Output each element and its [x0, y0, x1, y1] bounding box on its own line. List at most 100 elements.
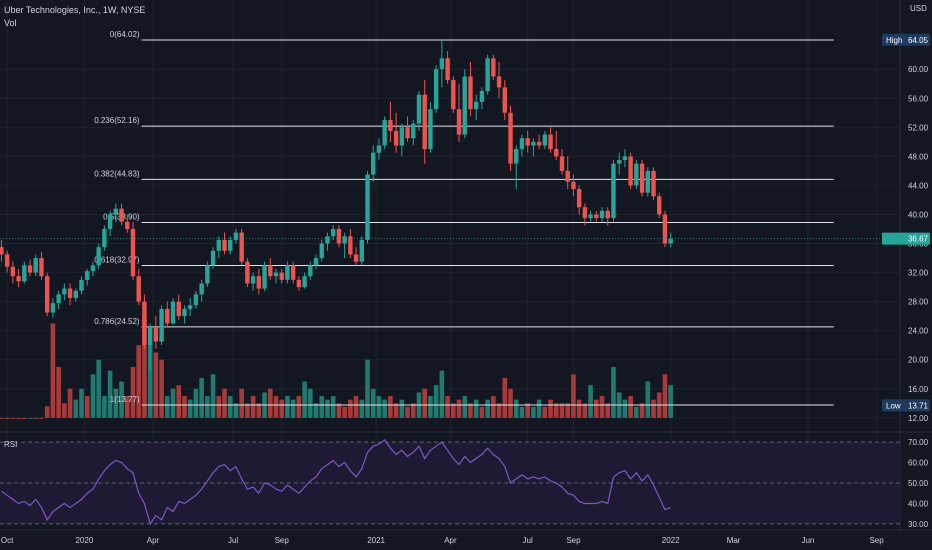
candle-body [634, 163, 639, 186]
low-badge-label: Low [886, 401, 901, 410]
high-badge-value: 64.05 [908, 36, 929, 45]
volume-bar [456, 399, 462, 418]
candle-body [393, 130, 399, 146]
candle-body [594, 214, 599, 219]
candle-body [485, 58, 490, 91]
candle-body [245, 261, 250, 284]
candle-body [62, 288, 67, 295]
candle-body [611, 163, 616, 219]
price-axis[interactable]: USD64.0060.0056.0052.0048.0044.0040.0036… [908, 4, 929, 423]
candle-body [102, 228, 107, 248]
candle-body [147, 327, 153, 346]
volume-bar [336, 403, 342, 418]
volume-bar [634, 406, 639, 418]
volume-bar [359, 399, 365, 418]
volume-bar [182, 396, 187, 418]
x-tick-label: Jun [801, 536, 814, 545]
volume-bar [119, 381, 124, 418]
fibonacci-retracement[interactable]: 0(64.02)0.236(52.16)0.382(44.83)0.5(38.9… [94, 30, 834, 406]
volume-bar [245, 403, 250, 418]
volume-bars [0, 316, 673, 419]
high-badge-box [882, 33, 930, 46]
candle-body [365, 174, 370, 240]
candle-body [130, 228, 136, 277]
y-tick-label: 44.00 [908, 181, 929, 190]
rsi-line [1, 439, 671, 526]
volume-bar [107, 370, 113, 418]
candle-body [216, 239, 221, 251]
volume-bar [239, 388, 244, 418]
volume-bar [405, 406, 410, 418]
candle-body [313, 258, 319, 266]
candle-body [10, 266, 16, 277]
candle-body [44, 276, 50, 313]
candle-body [142, 301, 147, 346]
candle-body [548, 134, 553, 150]
volume-bar [290, 399, 296, 418]
x-tick-label: Sep [869, 536, 884, 545]
candle-body [405, 127, 410, 139]
candle-body [571, 181, 576, 190]
candle-body [50, 303, 56, 313]
symbol-title[interactable]: Uber Technologies, Inc., 1W, NYSE [4, 5, 146, 15]
candle-body [519, 138, 525, 150]
candle-body [445, 58, 450, 81]
volume-bar [491, 396, 496, 418]
volume-bar [536, 399, 542, 418]
volume-bar [553, 403, 559, 418]
candle-body [502, 87, 507, 113]
candle-body [107, 214, 113, 229]
volume-bar [222, 388, 227, 418]
candle-body [371, 152, 376, 175]
y-tick-label: 48.00 [908, 152, 929, 161]
volume-indicator-label[interactable]: Vol [4, 18, 17, 28]
last-price-badge-value: 36.67 [908, 235, 929, 244]
candle-body [228, 239, 233, 251]
y-tick-label: 56.00 [908, 94, 929, 103]
volume-bar [136, 345, 142, 418]
candle-body [342, 236, 347, 244]
last-price-badge-box [882, 232, 930, 245]
volume-bar [267, 388, 273, 418]
fib-level-label: 1(13.77) [110, 395, 140, 404]
rsi-tick-label: 70.00 [908, 438, 929, 447]
volume-bar [308, 388, 313, 418]
candle-body [256, 276, 262, 289]
volume-bar [113, 388, 119, 418]
volume-bar [153, 352, 159, 418]
candle-body [456, 109, 462, 135]
candle-body [336, 228, 342, 244]
volume-bar [96, 359, 101, 418]
candle-body [565, 170, 570, 182]
volume-bar [428, 396, 433, 418]
volume-bar [599, 396, 605, 418]
volume-bar [39, 417, 44, 419]
candle-body [428, 109, 433, 150]
volume-bar [227, 396, 233, 418]
volume-bar [439, 370, 445, 418]
volume-bar [273, 396, 279, 418]
candle-body [639, 163, 645, 193]
volume-bar [451, 403, 456, 418]
volume-bar [513, 399, 519, 418]
candle-body [16, 276, 21, 282]
candle-body [330, 228, 336, 237]
candle-body [27, 265, 33, 273]
candle-body [199, 283, 204, 295]
rsi-tick-label: 50.00 [908, 479, 929, 488]
candle-body [296, 279, 302, 288]
volume-bar [548, 399, 553, 418]
candle-body [268, 265, 273, 277]
volume-bar [479, 406, 485, 418]
candle-body [662, 214, 668, 244]
time-axis[interactable]: Oct 2020 Apr Jul Sep 2021 Apr Jul Sep 2022 Mar Jun S… [1, 536, 884, 545]
volume-bar [84, 396, 90, 418]
volume-bar [124, 396, 130, 418]
volume-bar [468, 403, 473, 418]
volume-bar [147, 345, 153, 418]
volume-bar [279, 399, 285, 418]
price-badges: High 64.05 36.67 Low 13.71 [0, 33, 930, 412]
volume-bar [62, 403, 67, 418]
fib-level-label: 0.618(32.97) [94, 256, 140, 265]
